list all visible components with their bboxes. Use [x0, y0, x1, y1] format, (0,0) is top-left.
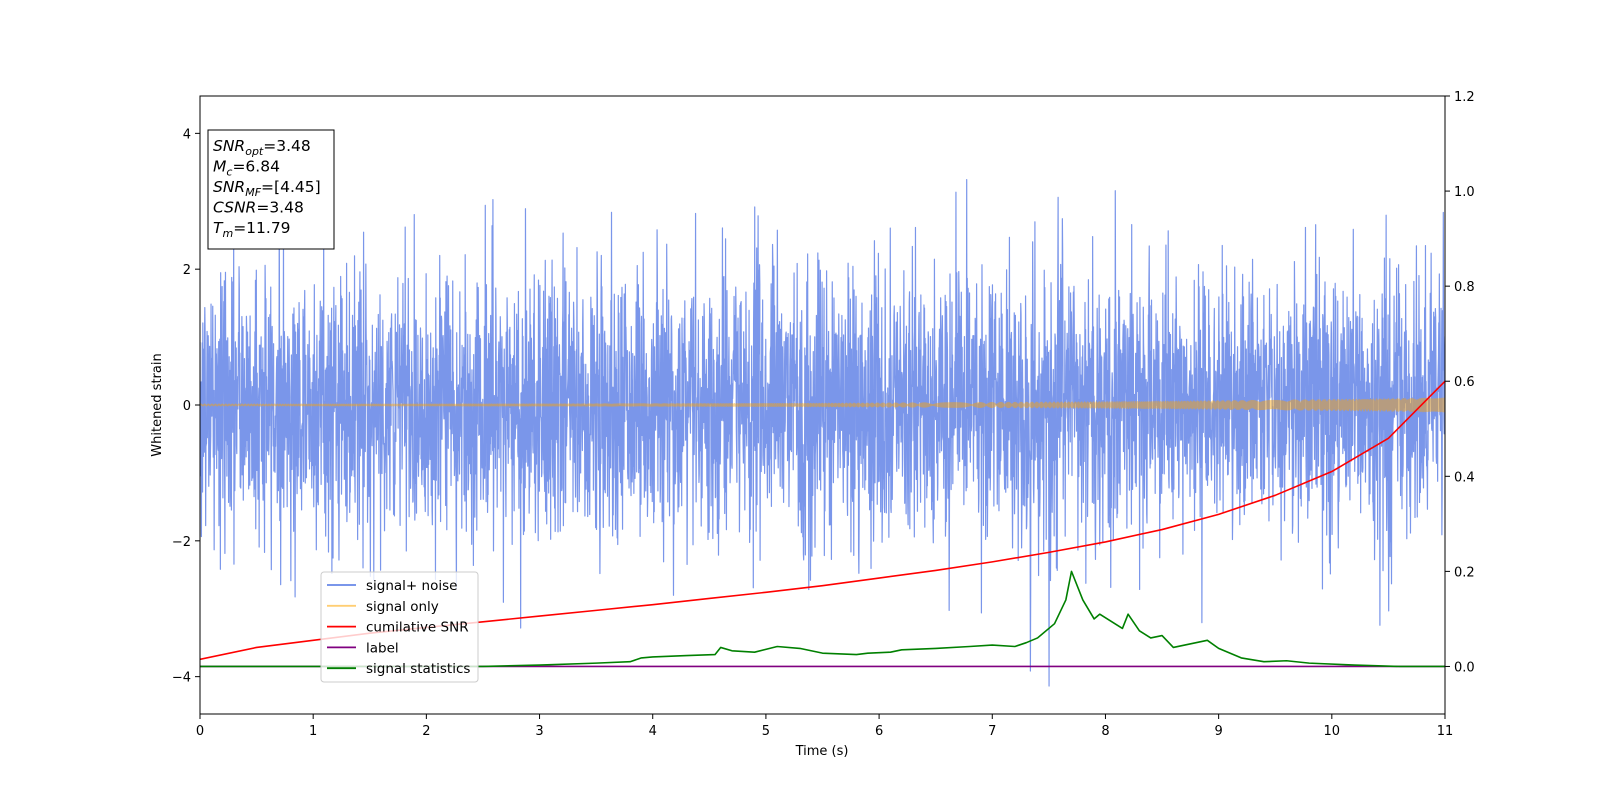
info-subscript: opt: [245, 145, 264, 158]
legend-frame: [320, 571, 479, 683]
info-base: SNR: [213, 137, 245, 155]
info-subscript: c: [226, 166, 232, 179]
info-box-line: Mc=6.84: [213, 158, 280, 179]
series-line-1: [200, 397, 1445, 413]
info-box-line: CSNR=3.48: [213, 199, 304, 217]
y-axis-left: −4 −2 0 2 4: [172, 127, 200, 686]
x-tick-label: 0: [196, 724, 204, 739]
legend-label: cumilative SNR: [366, 620, 469, 636]
info-box-line: Tm=11.79: [213, 219, 291, 240]
y-axis-label: Whitened strain: [150, 353, 165, 456]
y-tick-label: 2: [183, 263, 191, 278]
legend: signal+ noise signal only cumilative SNR la…: [320, 571, 479, 683]
x-tick-label: 7: [988, 724, 996, 739]
y2-tick-label: 0.4: [1454, 470, 1475, 485]
legend-label: label: [366, 640, 399, 656]
info-value: =6.84: [232, 158, 280, 176]
y-tick-label: −4: [172, 671, 191, 686]
y2-tick-label: 1.0: [1454, 185, 1475, 200]
info-value: =[4.45]: [261, 178, 321, 196]
info-subscript: MF: [245, 186, 261, 199]
info-box-line: SNRMF=[4.45]: [213, 178, 321, 199]
info-box: SNRopt=3.48Mc=6.84SNRMF=[4.45]CSNR=3.48T…: [207, 129, 335, 250]
x-tick-label: 5: [762, 724, 770, 739]
info-box-line: SNRopt=3.48: [213, 137, 311, 158]
y2-tick-label: 0.6: [1454, 375, 1475, 390]
legend-label: signal+ noise: [366, 578, 457, 594]
x-tick-label: 3: [535, 724, 543, 739]
y2-tick-label: 0.2: [1454, 565, 1475, 580]
x-tick-label: 10: [1324, 724, 1341, 739]
legend-label: signal only: [366, 599, 439, 615]
y2-tick-label: 0.0: [1454, 660, 1475, 675]
x-tick-label: 11: [1437, 724, 1454, 739]
info-base: SNR: [213, 178, 245, 196]
y-tick-label: −2: [172, 535, 191, 550]
y-axis-right: 0.0 0.2 0.4 0.6 0.8 1.0 1.2: [1445, 90, 1475, 675]
x-axis: 0 1 2 3 4 5 6 7 8 9 10 11: [196, 714, 1453, 739]
info-base: M: [213, 158, 226, 176]
info-subscript: m: [222, 227, 233, 240]
y-tick-label: 0: [183, 399, 191, 414]
y2-tick-label: 1.2: [1454, 90, 1475, 105]
x-tick-label: 1: [309, 724, 317, 739]
x-tick-label: 2: [422, 724, 430, 739]
series-line-0: [200, 178, 1445, 687]
info-box-frame: [207, 129, 335, 250]
info-value: =3.48: [263, 137, 311, 155]
x-tick-label: 9: [1214, 724, 1222, 739]
info-value: =11.79: [233, 219, 290, 237]
x-tick-label: 8: [1101, 724, 1109, 739]
x-axis-label: Time (s): [795, 744, 849, 759]
legend-label: signal statistics: [366, 661, 470, 677]
info-base: CSNR: [213, 199, 256, 217]
info-value: =3.48: [256, 199, 304, 217]
y-tick-label: 4: [183, 127, 191, 142]
x-tick-label: 4: [649, 724, 657, 739]
x-tick-label: 6: [875, 724, 883, 739]
series-line-4: [200, 570, 1445, 668]
info-base: T: [213, 219, 224, 237]
y2-tick-label: 0.8: [1454, 280, 1475, 295]
